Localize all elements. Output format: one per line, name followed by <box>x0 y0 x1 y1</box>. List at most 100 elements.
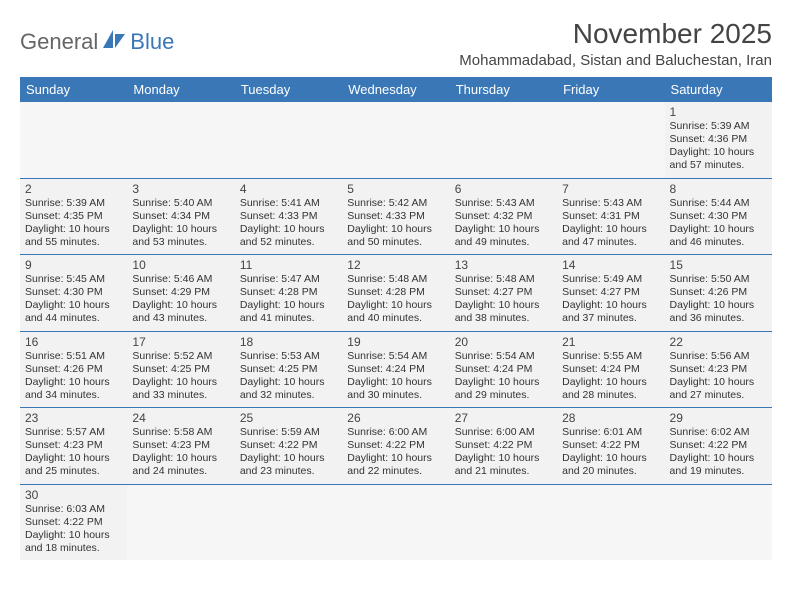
day-number: 15 <box>670 258 767 272</box>
weekday-header: Thursday <box>450 77 557 102</box>
calendar-day-cell: 11Sunrise: 5:47 AMSunset: 4:28 PMDayligh… <box>235 255 342 332</box>
calendar-day-cell <box>342 484 449 560</box>
calendar-day-cell: 25Sunrise: 5:59 AMSunset: 4:22 PMDayligh… <box>235 408 342 485</box>
day-detail: Sunrise: 5:55 AMSunset: 4:24 PMDaylight:… <box>562 350 659 403</box>
day-detail: Sunrise: 5:50 AMSunset: 4:26 PMDaylight:… <box>670 273 767 326</box>
day-number: 6 <box>455 182 552 196</box>
calendar-day-cell: 26Sunrise: 6:00 AMSunset: 4:22 PMDayligh… <box>342 408 449 485</box>
calendar-table: Sunday Monday Tuesday Wednesday Thursday… <box>20 77 772 560</box>
calendar-week-row: 30Sunrise: 6:03 AMSunset: 4:22 PMDayligh… <box>20 484 772 560</box>
calendar-day-cell: 28Sunrise: 6:01 AMSunset: 4:22 PMDayligh… <box>557 408 664 485</box>
calendar-day-cell <box>557 102 664 178</box>
day-detail: Sunrise: 5:45 AMSunset: 4:30 PMDaylight:… <box>25 273 122 326</box>
day-number: 27 <box>455 411 552 425</box>
calendar-day-cell <box>20 102 127 178</box>
day-number: 3 <box>132 182 229 196</box>
day-detail: Sunrise: 5:47 AMSunset: 4:28 PMDaylight:… <box>240 273 337 326</box>
logo-sail-icon <box>101 28 127 56</box>
day-detail: Sunrise: 5:44 AMSunset: 4:30 PMDaylight:… <box>670 197 767 250</box>
day-detail: Sunrise: 5:53 AMSunset: 4:25 PMDaylight:… <box>240 350 337 403</box>
day-detail: Sunrise: 5:42 AMSunset: 4:33 PMDaylight:… <box>347 197 444 250</box>
day-number: 26 <box>347 411 444 425</box>
day-detail: Sunrise: 5:54 AMSunset: 4:24 PMDaylight:… <box>347 350 444 403</box>
day-detail: Sunrise: 5:57 AMSunset: 4:23 PMDaylight:… <box>25 426 122 479</box>
calendar-day-cell <box>235 102 342 178</box>
day-detail: Sunrise: 5:43 AMSunset: 4:32 PMDaylight:… <box>455 197 552 250</box>
calendar-day-cell: 5Sunrise: 5:42 AMSunset: 4:33 PMDaylight… <box>342 178 449 255</box>
day-number: 18 <box>240 335 337 349</box>
calendar-day-cell <box>235 484 342 560</box>
weekday-header: Sunday <box>20 77 127 102</box>
calendar-day-cell <box>342 102 449 178</box>
calendar-day-cell: 22Sunrise: 5:56 AMSunset: 4:23 PMDayligh… <box>665 331 772 408</box>
weekday-header: Tuesday <box>235 77 342 102</box>
calendar-day-cell: 17Sunrise: 5:52 AMSunset: 4:25 PMDayligh… <box>127 331 234 408</box>
day-detail: Sunrise: 5:46 AMSunset: 4:29 PMDaylight:… <box>132 273 229 326</box>
calendar-day-cell: 3Sunrise: 5:40 AMSunset: 4:34 PMDaylight… <box>127 178 234 255</box>
day-number: 19 <box>347 335 444 349</box>
day-number: 4 <box>240 182 337 196</box>
calendar-week-row: 23Sunrise: 5:57 AMSunset: 4:23 PMDayligh… <box>20 408 772 485</box>
calendar-day-cell: 13Sunrise: 5:48 AMSunset: 4:27 PMDayligh… <box>450 255 557 332</box>
day-number: 23 <box>25 411 122 425</box>
day-number: 1 <box>670 105 767 119</box>
day-number: 17 <box>132 335 229 349</box>
calendar-day-cell <box>557 484 664 560</box>
calendar-day-cell: 23Sunrise: 5:57 AMSunset: 4:23 PMDayligh… <box>20 408 127 485</box>
day-detail: Sunrise: 6:02 AMSunset: 4:22 PMDaylight:… <box>670 426 767 479</box>
day-detail: Sunrise: 5:59 AMSunset: 4:22 PMDaylight:… <box>240 426 337 479</box>
day-number: 30 <box>25 488 122 502</box>
month-title: November 2025 <box>459 18 772 50</box>
day-number: 14 <box>562 258 659 272</box>
calendar-day-cell: 20Sunrise: 5:54 AMSunset: 4:24 PMDayligh… <box>450 331 557 408</box>
day-number: 10 <box>132 258 229 272</box>
day-number: 25 <box>240 411 337 425</box>
calendar-day-cell: 12Sunrise: 5:48 AMSunset: 4:28 PMDayligh… <box>342 255 449 332</box>
calendar-day-cell: 18Sunrise: 5:53 AMSunset: 4:25 PMDayligh… <box>235 331 342 408</box>
logo-text-general: General <box>20 29 98 55</box>
day-detail: Sunrise: 5:52 AMSunset: 4:25 PMDaylight:… <box>132 350 229 403</box>
calendar-day-cell: 21Sunrise: 5:55 AMSunset: 4:24 PMDayligh… <box>557 331 664 408</box>
day-detail: Sunrise: 5:39 AMSunset: 4:35 PMDaylight:… <box>25 197 122 250</box>
day-number: 28 <box>562 411 659 425</box>
header: General Blue November 2025 Mohammadabad,… <box>20 18 772 69</box>
day-number: 8 <box>670 182 767 196</box>
calendar-day-cell: 16Sunrise: 5:51 AMSunset: 4:26 PMDayligh… <box>20 331 127 408</box>
calendar-day-cell: 6Sunrise: 5:43 AMSunset: 4:32 PMDaylight… <box>450 178 557 255</box>
calendar-week-row: 16Sunrise: 5:51 AMSunset: 4:26 PMDayligh… <box>20 331 772 408</box>
day-detail: Sunrise: 5:39 AMSunset: 4:36 PMDaylight:… <box>670 120 767 173</box>
day-detail: Sunrise: 6:01 AMSunset: 4:22 PMDaylight:… <box>562 426 659 479</box>
day-detail: Sunrise: 5:40 AMSunset: 4:34 PMDaylight:… <box>132 197 229 250</box>
day-number: 12 <box>347 258 444 272</box>
day-number: 21 <box>562 335 659 349</box>
weekday-header: Friday <box>557 77 664 102</box>
day-detail: Sunrise: 5:48 AMSunset: 4:27 PMDaylight:… <box>455 273 552 326</box>
weekday-header: Monday <box>127 77 234 102</box>
day-detail: Sunrise: 5:41 AMSunset: 4:33 PMDaylight:… <box>240 197 337 250</box>
weekday-header-row: Sunday Monday Tuesday Wednesday Thursday… <box>20 77 772 102</box>
calendar-day-cell: 1Sunrise: 5:39 AMSunset: 4:36 PMDaylight… <box>665 102 772 178</box>
day-number: 2 <box>25 182 122 196</box>
calendar-day-cell: 24Sunrise: 5:58 AMSunset: 4:23 PMDayligh… <box>127 408 234 485</box>
calendar-week-row: 1Sunrise: 5:39 AMSunset: 4:36 PMDaylight… <box>20 102 772 178</box>
calendar-day-cell: 14Sunrise: 5:49 AMSunset: 4:27 PMDayligh… <box>557 255 664 332</box>
calendar-week-row: 2Sunrise: 5:39 AMSunset: 4:35 PMDaylight… <box>20 178 772 255</box>
location: Mohammadabad, Sistan and Baluchestan, Ir… <box>459 52 772 69</box>
day-number: 16 <box>25 335 122 349</box>
calendar-week-row: 9Sunrise: 5:45 AMSunset: 4:30 PMDaylight… <box>20 255 772 332</box>
day-number: 20 <box>455 335 552 349</box>
day-number: 5 <box>347 182 444 196</box>
calendar-day-cell <box>450 484 557 560</box>
day-detail: Sunrise: 5:51 AMSunset: 4:26 PMDaylight:… <box>25 350 122 403</box>
calendar-day-cell: 19Sunrise: 5:54 AMSunset: 4:24 PMDayligh… <box>342 331 449 408</box>
day-number: 29 <box>670 411 767 425</box>
weekday-header: Wednesday <box>342 77 449 102</box>
calendar-day-cell <box>127 484 234 560</box>
day-number: 24 <box>132 411 229 425</box>
calendar-day-cell: 7Sunrise: 5:43 AMSunset: 4:31 PMDaylight… <box>557 178 664 255</box>
calendar-day-cell <box>127 102 234 178</box>
calendar-day-cell <box>450 102 557 178</box>
day-detail: Sunrise: 5:49 AMSunset: 4:27 PMDaylight:… <box>562 273 659 326</box>
calendar-day-cell: 10Sunrise: 5:46 AMSunset: 4:29 PMDayligh… <box>127 255 234 332</box>
day-number: 9 <box>25 258 122 272</box>
